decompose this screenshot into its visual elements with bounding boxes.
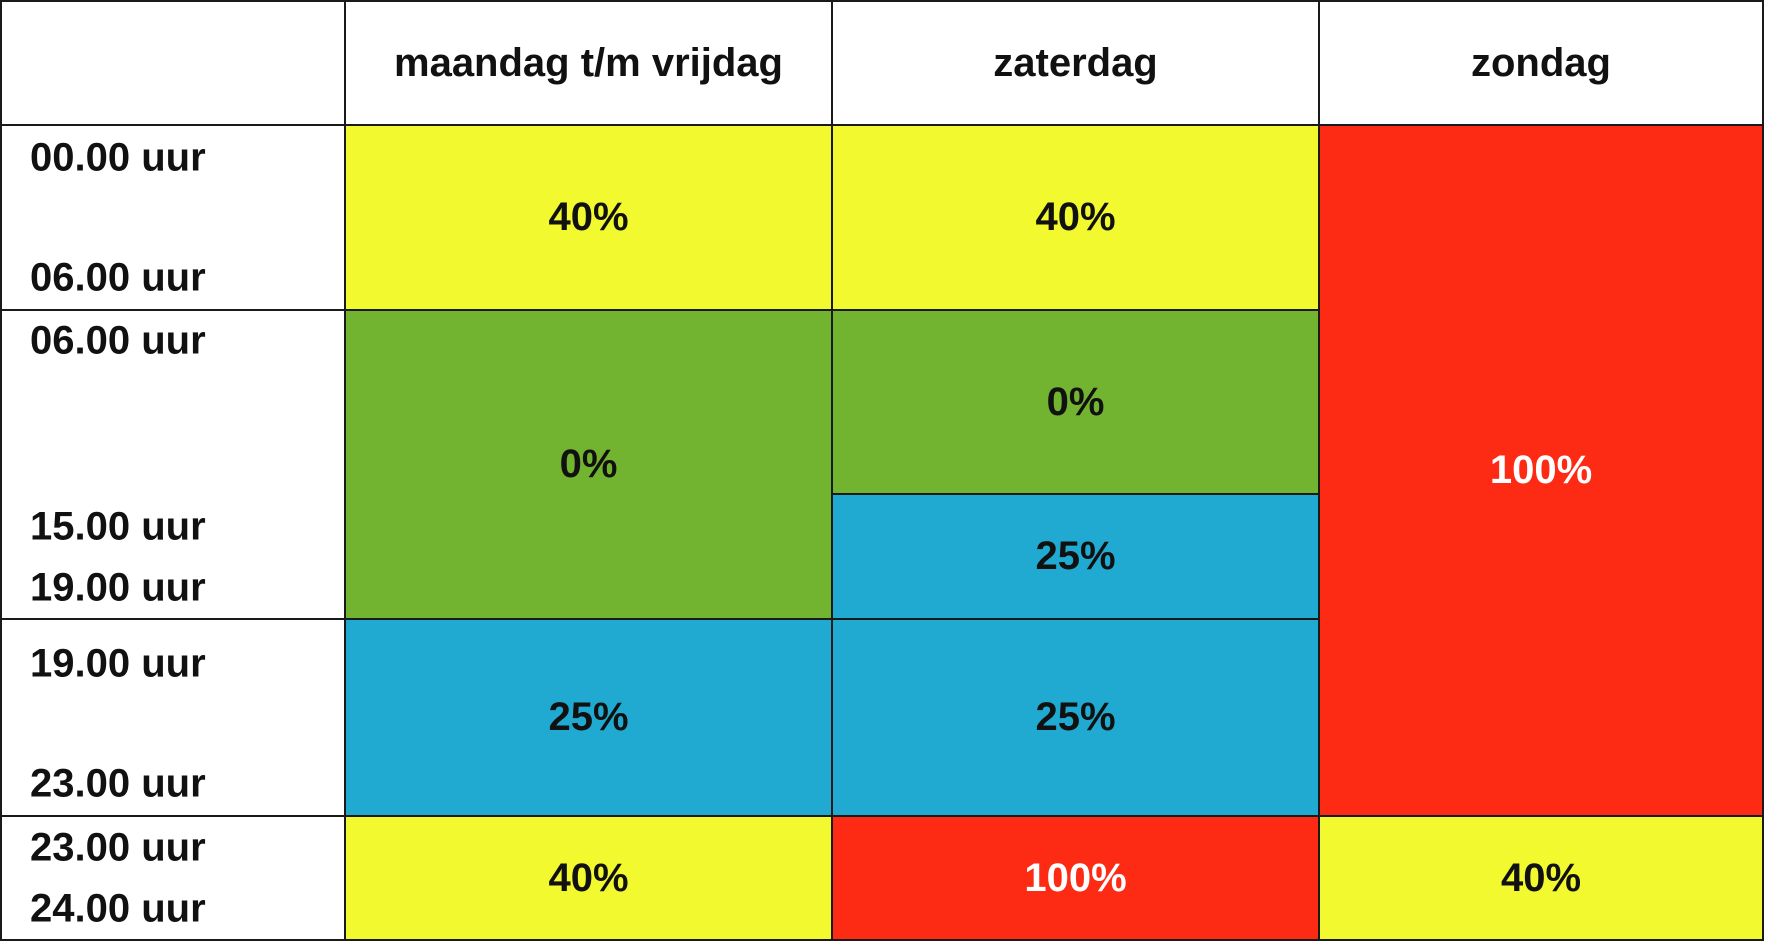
rate-cell: 0%: [831, 309, 1320, 495]
rate-cell: 100%: [831, 815, 1320, 941]
rate-cell: 25%: [344, 618, 833, 817]
rate-cell: 25%: [831, 493, 1320, 620]
rate-cell: 40%: [1318, 815, 1764, 941]
time-label: 06.00 uur: [30, 318, 206, 363]
time-label: 24.00 uur: [30, 886, 206, 931]
rate-cell: 0%: [344, 309, 833, 620]
rate-cell: 40%: [831, 124, 1320, 311]
sunday-cell: 100%: [1318, 124, 1764, 817]
column-header: maandag t/m vrijdag: [344, 0, 833, 126]
rate-cell: 40%: [344, 815, 833, 941]
time-label: 23.00 uur: [30, 825, 206, 870]
time-label: 00.00 uur: [30, 135, 206, 180]
time-label: 19.00 uur: [30, 565, 206, 610]
rate-cell: 40%: [344, 124, 833, 311]
time-label: 15.00 uur: [30, 504, 206, 549]
column-header: zaterdag: [831, 0, 1320, 126]
column-header: zondag: [1318, 0, 1764, 126]
time-label: 23.00 uur: [30, 761, 206, 806]
time-label: 06.00 uur: [30, 255, 206, 300]
corner-cell: [0, 0, 346, 126]
rate-cell: 25%: [831, 618, 1320, 817]
time-label: 19.00 uur: [30, 641, 206, 686]
